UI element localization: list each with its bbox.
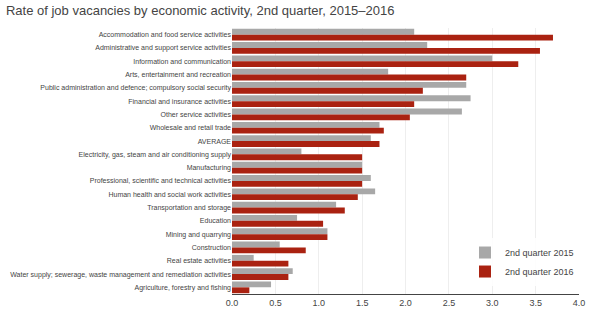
- svg-text:Water supply; sewerage, waste: Water supply; sewerage, waste management…: [10, 271, 231, 279]
- svg-text:Rate of job vacancies by econo: Rate of job vacancies by economic activi…: [6, 3, 395, 18]
- svg-text:Transportation and storage: Transportation and storage: [147, 204, 231, 212]
- svg-text:0.0: 0.0: [226, 298, 239, 308]
- svg-text:Agriculture, forestry and fish: Agriculture, forestry and fishing: [135, 284, 232, 292]
- svg-text:Professional, scientific and t: Professional, scientific and technical a…: [90, 177, 232, 184]
- svg-text:AVERAGE: AVERAGE: [198, 138, 232, 145]
- svg-text:Arts, entertainment and recrea: Arts, entertainment and recreation: [125, 71, 231, 78]
- svg-text:4.0: 4.0: [573, 298, 586, 308]
- svg-text:1.0: 1.0: [312, 298, 325, 308]
- svg-text:Human health and social work a: Human health and social work activities: [108, 191, 231, 198]
- svg-text:2nd quarter 2016: 2nd quarter 2016: [505, 267, 574, 277]
- svg-text:1.5: 1.5: [356, 298, 369, 308]
- svg-text:Administrative and support ser: Administrative and support service activ…: [95, 44, 231, 52]
- svg-text:Mining and quarrying: Mining and quarrying: [166, 231, 231, 239]
- svg-text:Accommodation and food service: Accommodation and food service activitie…: [99, 31, 232, 38]
- svg-text:3.0: 3.0: [486, 298, 499, 308]
- svg-text:Information and communication: Information and communication: [133, 58, 231, 65]
- svg-text:3.5: 3.5: [529, 298, 542, 308]
- svg-text:0.5: 0.5: [269, 298, 282, 308]
- svg-text:2nd quarter 2015: 2nd quarter 2015: [505, 248, 574, 258]
- svg-text:2.5: 2.5: [443, 298, 456, 308]
- svg-text:Real estate activities: Real estate activities: [167, 257, 232, 264]
- svg-text:Financial and insurance activi: Financial and insurance activities: [128, 98, 231, 105]
- svg-text:2.0: 2.0: [399, 298, 412, 308]
- svg-text:Electricity, gas, steam and ai: Electricity, gas, steam and air conditio…: [79, 151, 232, 159]
- svg-text:Education: Education: [200, 217, 231, 224]
- svg-text:Other service activities: Other service activities: [161, 111, 232, 118]
- svg-text:Wholesale and retail trade: Wholesale and retail trade: [150, 124, 231, 131]
- svg-text:Manufacturing: Manufacturing: [187, 164, 231, 172]
- svg-text:Construction: Construction: [192, 244, 231, 251]
- svg-text:Public administration and defe: Public administration and defence; compu…: [40, 84, 231, 92]
